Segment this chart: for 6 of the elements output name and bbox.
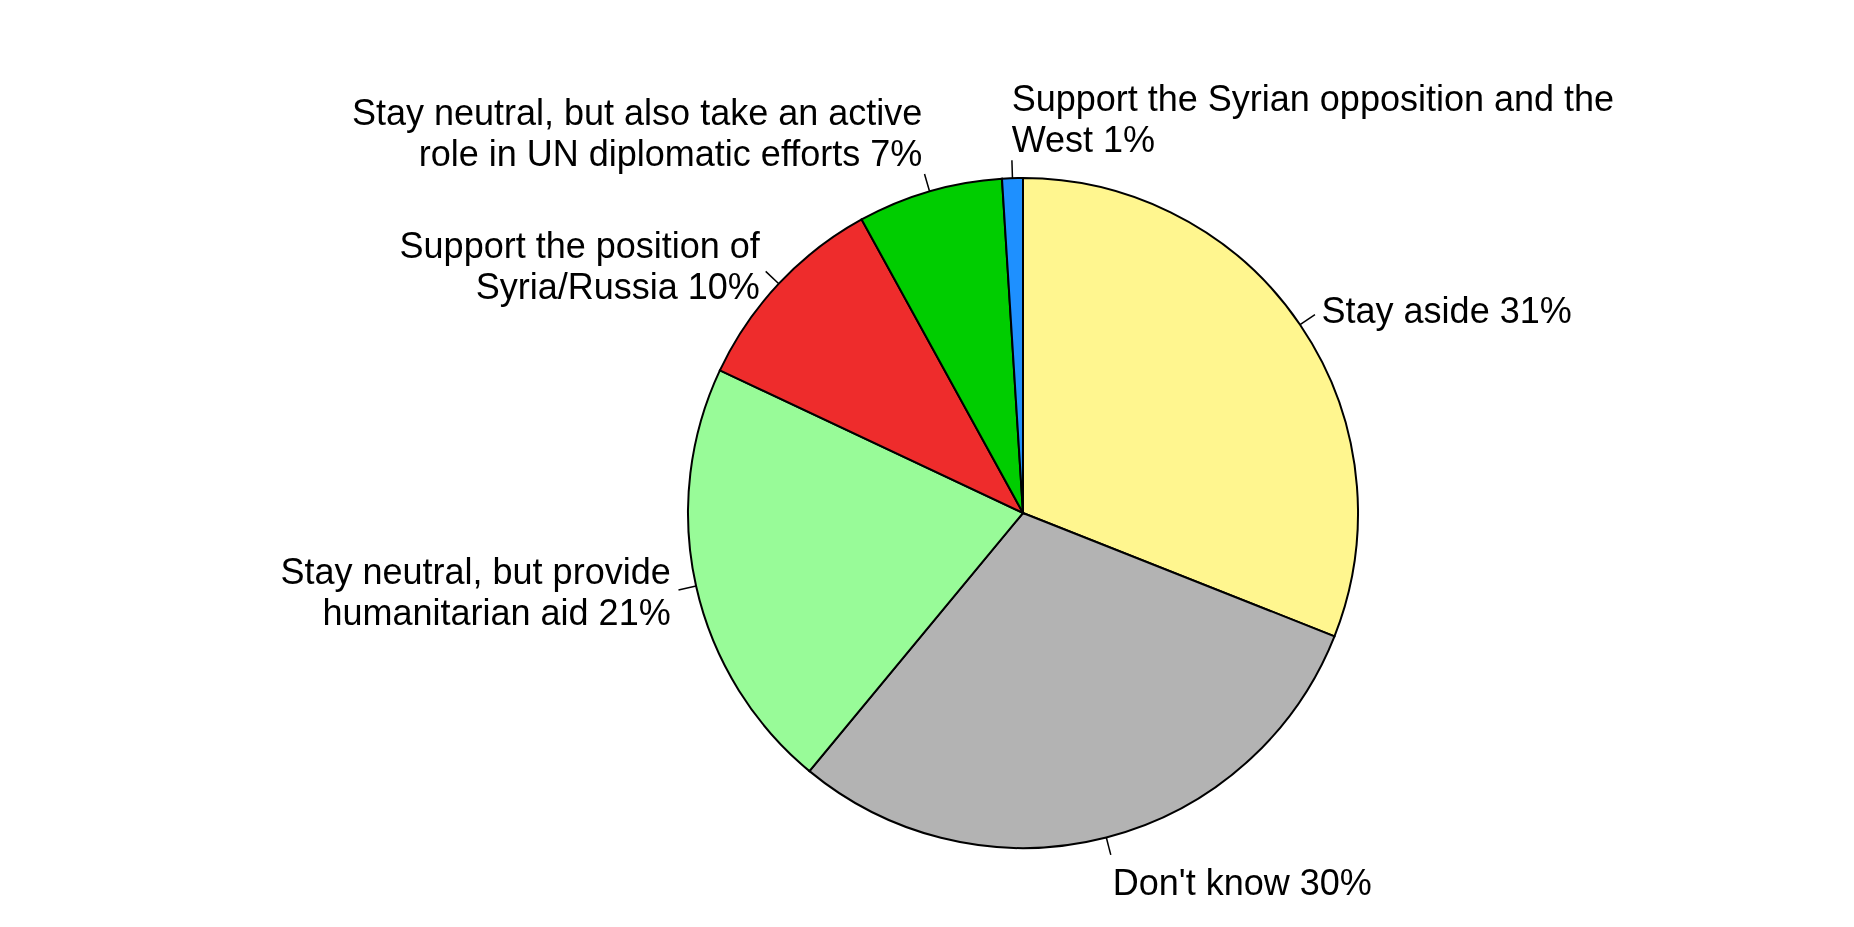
slice-label: Stay neutral, but provide humanitarian aid 21%	[280, 550, 671, 633]
slice-label: Don't know 30%	[1112, 862, 1372, 904]
slice-label: Support the Syrian opposition and the West 1%	[1011, 78, 1615, 161]
slice-label: Stay aside 31%	[1321, 289, 1572, 331]
slice-label: Stay neutral, but also take an active role in UN diplomatic efforts 7%	[351, 92, 923, 175]
slice-label: Support the position of Syria/Russia 10%	[399, 224, 761, 307]
